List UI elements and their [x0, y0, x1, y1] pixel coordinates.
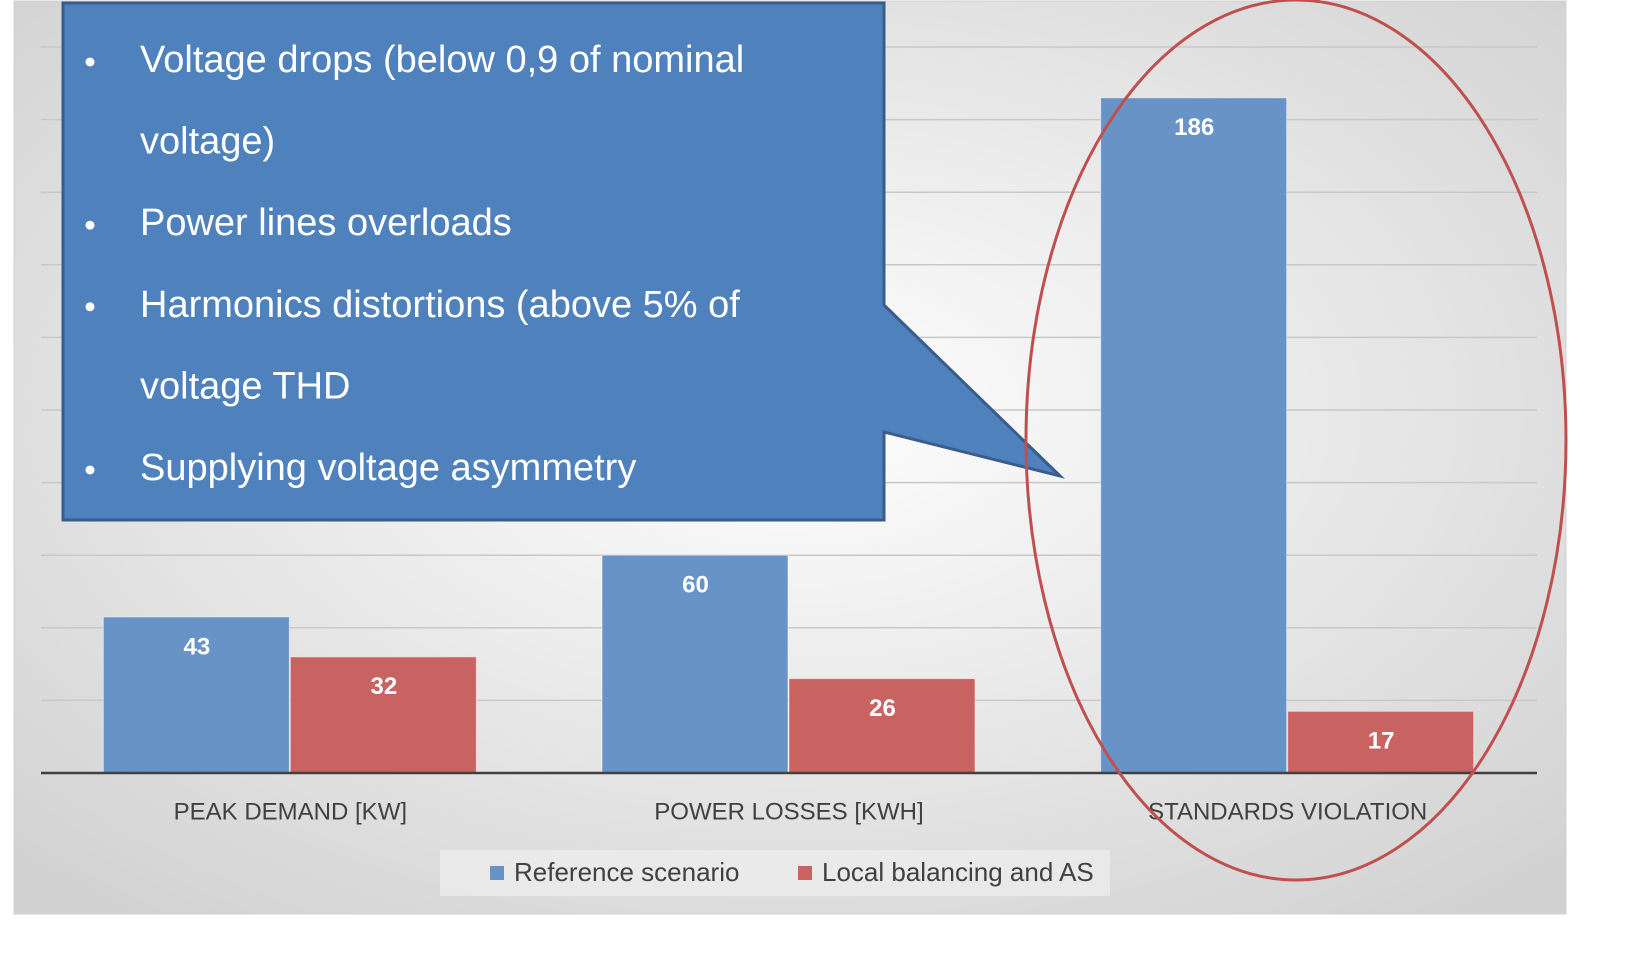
legend-swatch	[490, 866, 504, 880]
callout: Voltage drops (below 0,9 of nominal volta…	[61, 1, 1066, 522]
callout-item: Voltage drops (below 0,9 of nominal	[140, 39, 744, 81]
bar	[788, 678, 976, 774]
callout-item: voltage THD	[140, 365, 351, 407]
x-tick-label: POWER LOSSES [KWH]	[654, 798, 923, 825]
legend-label: Local balancing and AS	[822, 857, 1094, 887]
callout-item: Power lines overloads	[140, 202, 512, 244]
data-label: 26	[869, 695, 896, 722]
bullet	[85, 220, 95, 230]
callout-item: Harmonics distortions (above 5% of	[140, 284, 740, 326]
bar	[1100, 97, 1288, 774]
bar	[289, 656, 477, 774]
callout-item: Supplying voltage asymmetry	[140, 447, 636, 489]
x-tick-label: PEAK DEMAND [KW]	[174, 798, 407, 825]
x-tick-label: STANDARDS VIOLATION	[1148, 798, 1427, 825]
callout-text: Voltage drops (below 0,9 of nominal volta…	[85, 39, 744, 489]
highlight-ellipse	[1024, 0, 1568, 882]
callout-shape	[61, 1, 1066, 522]
data-label: 60	[682, 572, 709, 599]
bar	[601, 554, 789, 774]
bar	[102, 616, 290, 774]
bullet	[85, 57, 95, 67]
legend-label: Reference scenario	[514, 857, 739, 887]
data-label: 17	[1368, 728, 1395, 755]
legend-box	[440, 850, 1110, 896]
callout-item: voltage)	[140, 121, 275, 163]
data-label: 186	[1174, 114, 1214, 141]
bullet	[85, 465, 95, 475]
legend-swatch	[798, 866, 812, 880]
bullet	[85, 302, 95, 312]
legend: Reference scenario Local balancing and AS	[490, 857, 1094, 887]
data-label: 43	[183, 633, 210, 660]
data-label: 32	[370, 673, 397, 700]
